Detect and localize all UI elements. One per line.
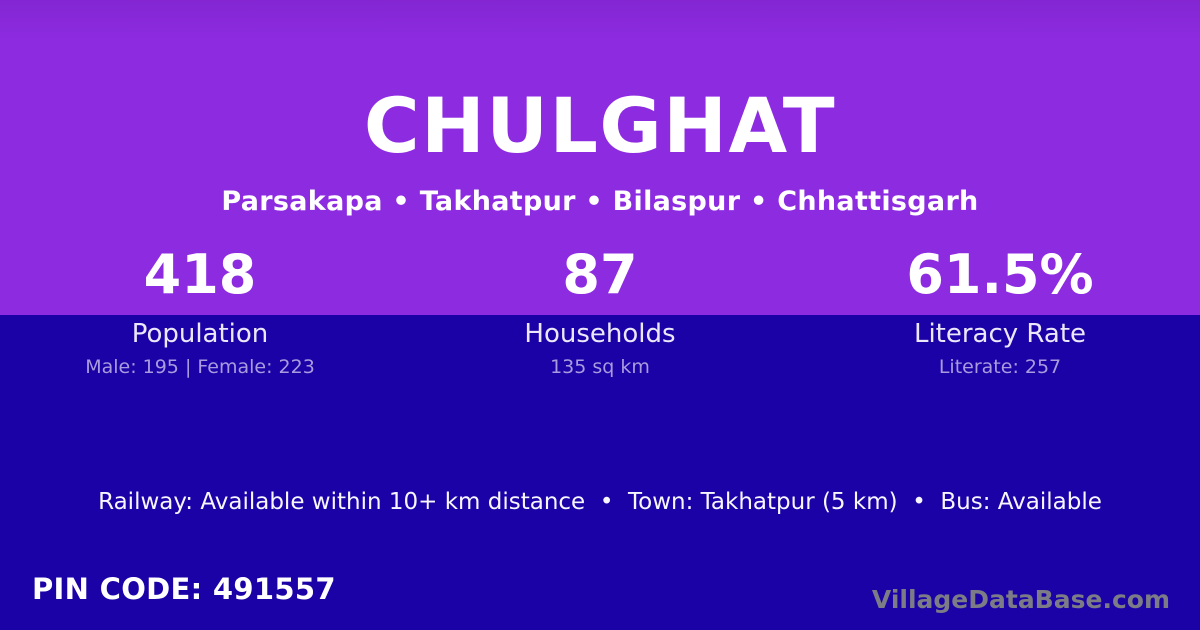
population-detail: Male: 195 | Female: 223 — [85, 356, 315, 378]
stat-households: 87 Households 135 sq km — [400, 244, 800, 379]
amenities-line: Railway: Available within 10+ km distanc… — [98, 489, 1102, 515]
literacy-detail: Literate: 257 — [938, 356, 1062, 378]
population-label: Population — [131, 319, 269, 349]
households-detail: 135 sq km — [550, 356, 650, 378]
bottom-background — [0, 315, 1200, 630]
households-label: Households — [524, 319, 676, 349]
households-value: 87 — [562, 243, 638, 306]
page-title: CHULGHAT — [363, 81, 837, 170]
population-value: 418 — [143, 243, 257, 306]
pin-code-text: PIN CODE: 491557 — [32, 572, 336, 606]
literacy-label: Literacy Rate — [913, 319, 1087, 349]
stat-population: 418 Population Male: 195 | Female: 223 — [0, 244, 400, 379]
location-breadcrumb: Parsakapa • Takhatpur • Bilaspur • Chhat… — [221, 186, 979, 217]
literacy-value: 61.5% — [906, 243, 1094, 306]
stat-literacy: 61.5% Literacy Rate Literate: 257 — [800, 244, 1200, 379]
top-background — [0, 0, 1200, 315]
stats-row: 418 Population Male: 195 | Female: 223 8… — [0, 244, 1200, 379]
watermark-brand: VillageDataBase.com — [871, 585, 1170, 614]
